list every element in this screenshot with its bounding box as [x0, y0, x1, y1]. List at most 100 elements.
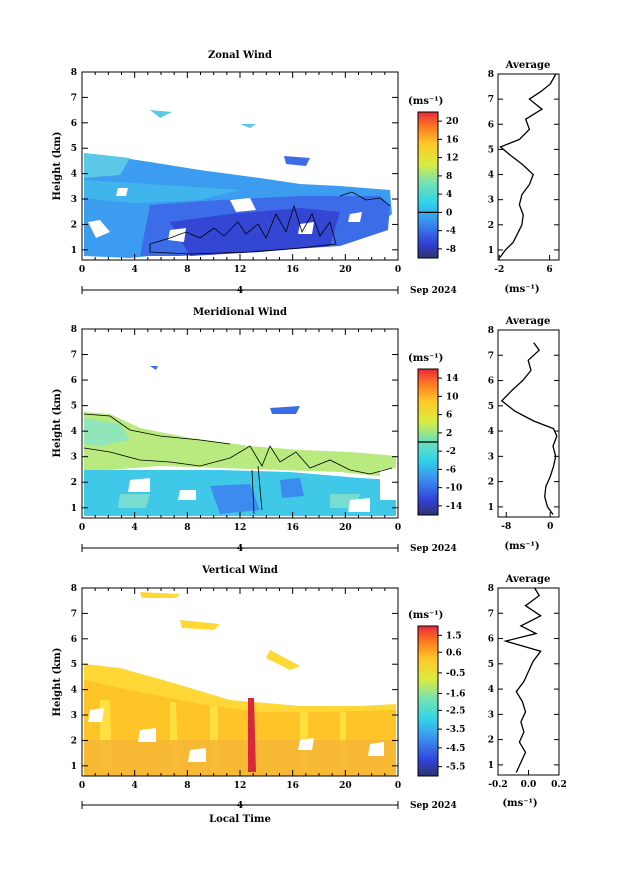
average-axes: 1 2 3 4 5 6 7 8 -0.2 0.0 0.2	[488, 584, 567, 790]
day-label: 4	[237, 286, 243, 296]
colorbar-tick-label: 12	[446, 154, 459, 164]
wind-region	[150, 110, 256, 128]
average-profile: Average 1 2 3 4 5 6 7 8 -8 0 (ms⁻¹)	[488, 316, 560, 552]
chart-title: Vertical Wind	[201, 565, 278, 576]
y-tick-label: 3	[71, 195, 77, 205]
average-y-tick-label: 7	[488, 609, 494, 619]
zero-contour	[339, 191, 391, 207]
colorbar-tick-label: -8	[446, 245, 456, 255]
colorbar: (ms⁻¹) 20 16 12 8 4 0 -4 -8	[408, 96, 459, 259]
y-tick-label: 7	[71, 351, 77, 361]
colorbar-tick-label: -10	[446, 484, 462, 494]
average-y-tick-label: 2	[488, 478, 494, 488]
average-y-tick-label: 4	[488, 427, 494, 437]
average-y-tick-label: 1	[488, 503, 494, 513]
x-tick-label: 12	[234, 523, 247, 533]
date-label: Sep 2024	[410, 286, 457, 296]
colorbar-tick-label: 10	[446, 392, 459, 402]
wind-region	[118, 494, 360, 508]
chart-title: Zonal Wind	[208, 50, 272, 61]
colorbar: (ms⁻¹) 1.5 0.6 -0.5 -1.6 -2.5 -3.5 -4.5 -5.5	[408, 610, 465, 777]
wind-region	[84, 153, 130, 178]
average-profile-line	[503, 587, 542, 773]
colorbar-tick-label: -6	[446, 465, 456, 475]
colorbar-scale	[417, 111, 439, 259]
y-tick-label: 7	[71, 93, 77, 103]
x-tick-label: 0	[395, 781, 401, 791]
x-tick-label: 20	[339, 781, 352, 791]
data-gap	[88, 708, 384, 762]
y-tick-label: 5	[71, 402, 77, 412]
wind-region	[84, 198, 140, 218]
wind-region	[84, 418, 130, 446]
average-y-tick-label: 7	[488, 95, 494, 105]
y-tick-label: 2	[71, 736, 77, 746]
x-tick-label: 20	[339, 265, 352, 275]
chart-title: Meridional Wind	[193, 307, 287, 318]
y-tick-label: 8	[71, 584, 77, 594]
average-profile: Average 1 2 3 4 5 6 7 8 -2 6 (ms⁻¹)	[488, 60, 560, 295]
average-y-tick-label: 5	[488, 660, 494, 670]
y-tick-label: 5	[71, 144, 77, 154]
x-tick-label: 4	[132, 781, 138, 791]
wind-region	[84, 680, 396, 740]
date-label: Sep 2024	[410, 801, 457, 811]
wind-region	[210, 478, 304, 514]
colorbar-unit: (ms⁻¹)	[408, 610, 443, 621]
colorbar-tick-label: -14	[446, 502, 462, 512]
average-y-tick-label: 2	[488, 221, 494, 231]
x-tick-label: 0	[79, 265, 85, 275]
colorbar-tick-label: 14	[446, 374, 459, 384]
day-axis: 4 Sep 2024	[81, 286, 457, 296]
x-tick-label: 12	[234, 265, 247, 275]
average-x-tick-label: 6	[546, 265, 552, 275]
y-tick-label: 5	[71, 660, 77, 670]
average-profile: Average 1 2 3 4 5 6 7 8 -0.2 0.0 0.2 (ms⁻¹)	[488, 574, 567, 809]
colorbar-tick-label: 2	[446, 429, 452, 439]
y-tick-label: 6	[71, 119, 77, 129]
average-y-tick-label: 6	[488, 377, 494, 387]
colorbar-ticks: 14 10 6 2 -2 -6 -10 -14	[418, 374, 462, 512]
x-tick-label: 0	[395, 265, 401, 275]
x-tick-label: 0	[79, 523, 85, 533]
average-x-tick-label: 0.0	[521, 780, 537, 790]
colorbar-tick-label: -4	[446, 227, 456, 237]
day-axis: 4 Sep 2024	[81, 801, 457, 811]
average-y-tick-label: 8	[488, 326, 494, 336]
wind-region	[140, 592, 300, 670]
average-axes: 1 2 3 4 5 6 7 8 -2 6	[488, 70, 559, 275]
colorbar-tick-label: 8	[446, 172, 452, 182]
average-y-tick-label: 6	[488, 120, 494, 130]
colorbar-tick-label: 16	[446, 135, 459, 145]
wind-region	[170, 208, 340, 256]
y-tick-label: 6	[71, 376, 77, 386]
average-frame	[497, 73, 560, 261]
y-tick-label: 3	[71, 711, 77, 721]
average-y-tick-label: 7	[488, 351, 494, 361]
colorbar-tick-label: 20	[446, 117, 459, 127]
colorbar-tick-label: 6	[446, 411, 452, 421]
average-y-tick-label: 4	[488, 171, 494, 181]
y-axis-label: Height (km)	[52, 389, 63, 458]
x-tick-label: 8	[184, 523, 190, 533]
colorbar-tick-label: 0	[446, 208, 452, 218]
day-label: 4	[237, 801, 243, 811]
colorbar-tick-label: -2	[446, 447, 456, 457]
average-y-tick-label: 3	[488, 452, 494, 462]
colorbar-tick-label: -0.5	[446, 669, 465, 679]
colorbar-tick-label: 0.6	[446, 648, 462, 658]
average-x-tick-label: -0.2	[488, 780, 507, 790]
y-tick-label: 4	[71, 686, 77, 696]
y-tick-label: 7	[71, 609, 77, 619]
y-tick-label: 1	[71, 762, 77, 772]
x-axis-label: Local Time	[209, 814, 271, 825]
wind-field	[83, 366, 396, 516]
average-title: Average	[505, 574, 551, 585]
average-profile-line	[499, 73, 557, 258]
x-tick-label: 8	[184, 781, 190, 791]
wind-region	[150, 366, 300, 414]
wind-region	[84, 412, 396, 478]
colorbar-ticks: 1.5 0.6 -0.5 -1.6 -2.5 -3.5 -4.5 -5.5	[438, 631, 465, 773]
